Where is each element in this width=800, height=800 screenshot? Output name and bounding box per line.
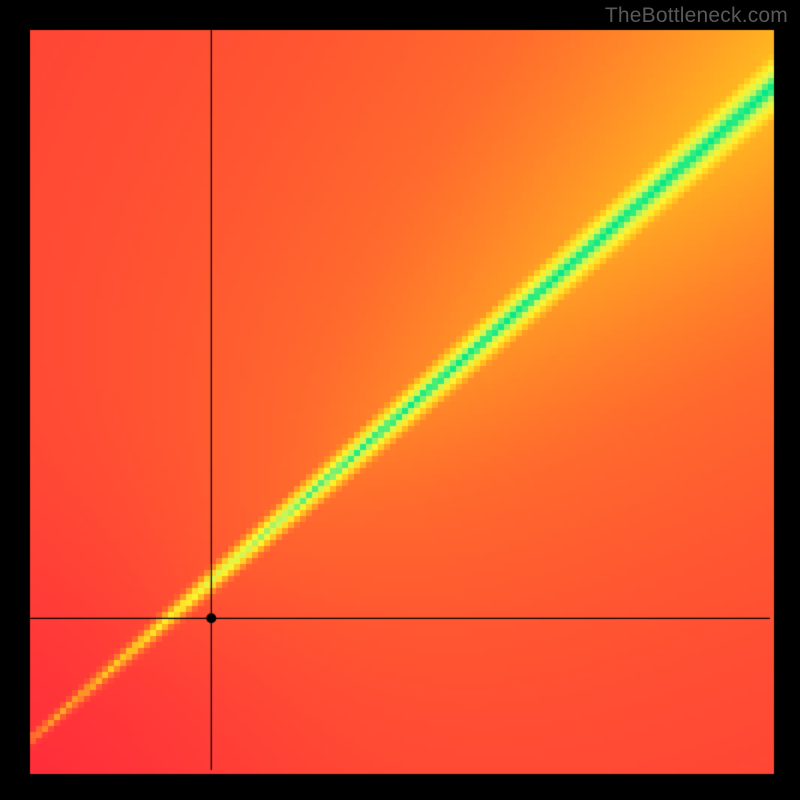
site-watermark: TheBottleneck.com bbox=[605, 4, 788, 28]
chart-container: { "watermark": { "text": "TheBottleneck.… bbox=[0, 0, 800, 800]
crosshair-overlay bbox=[0, 0, 800, 800]
